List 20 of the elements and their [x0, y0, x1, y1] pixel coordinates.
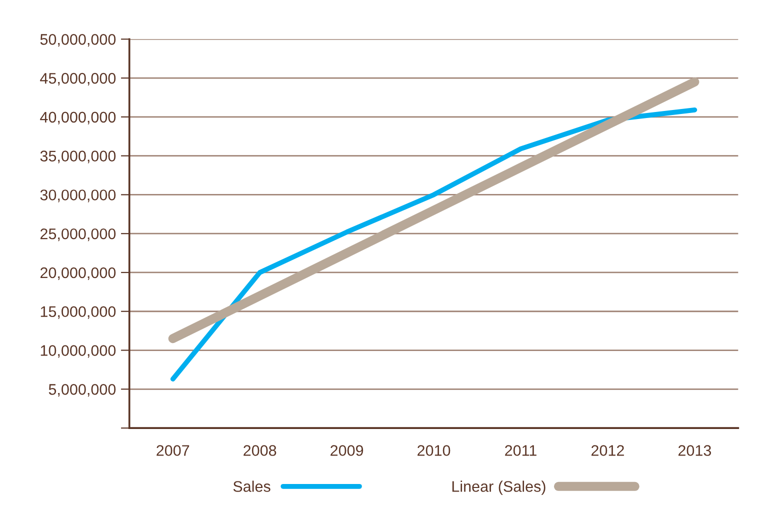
y-tick-label: 40,000,000: [40, 112, 116, 124]
x-tick-label: 2013: [678, 445, 712, 456]
y-tick-label: 5,000,000: [48, 384, 116, 397]
y-tick-label: 45,000,000: [40, 72, 116, 86]
y-tick-label: 20,000,000: [40, 267, 116, 280]
x-tick-label: 2008: [244, 445, 276, 456]
legend-label: Linear (Sales): [452, 480, 546, 495]
x-tick-label: 2010: [418, 445, 450, 456]
y-tick-label: 25,000,000: [40, 228, 116, 242]
x-tick-label: 2009: [330, 445, 364, 456]
y-tick-label: 15,000,000: [40, 306, 116, 319]
x-tick-label: 2007: [156, 445, 190, 456]
y-tick-label: 30,000,000: [40, 190, 116, 202]
y-tick-label: 50,000,000: [40, 34, 116, 47]
x-tick-label: 2012: [591, 445, 624, 456]
y-tick-label: 35,000,000: [40, 150, 116, 164]
line-series: [170, 108, 698, 382]
y-tick-label: 10,000,000: [40, 345, 116, 358]
x-tick-label: 2011: [505, 445, 536, 456]
legend-label: Sales: [233, 480, 270, 492]
